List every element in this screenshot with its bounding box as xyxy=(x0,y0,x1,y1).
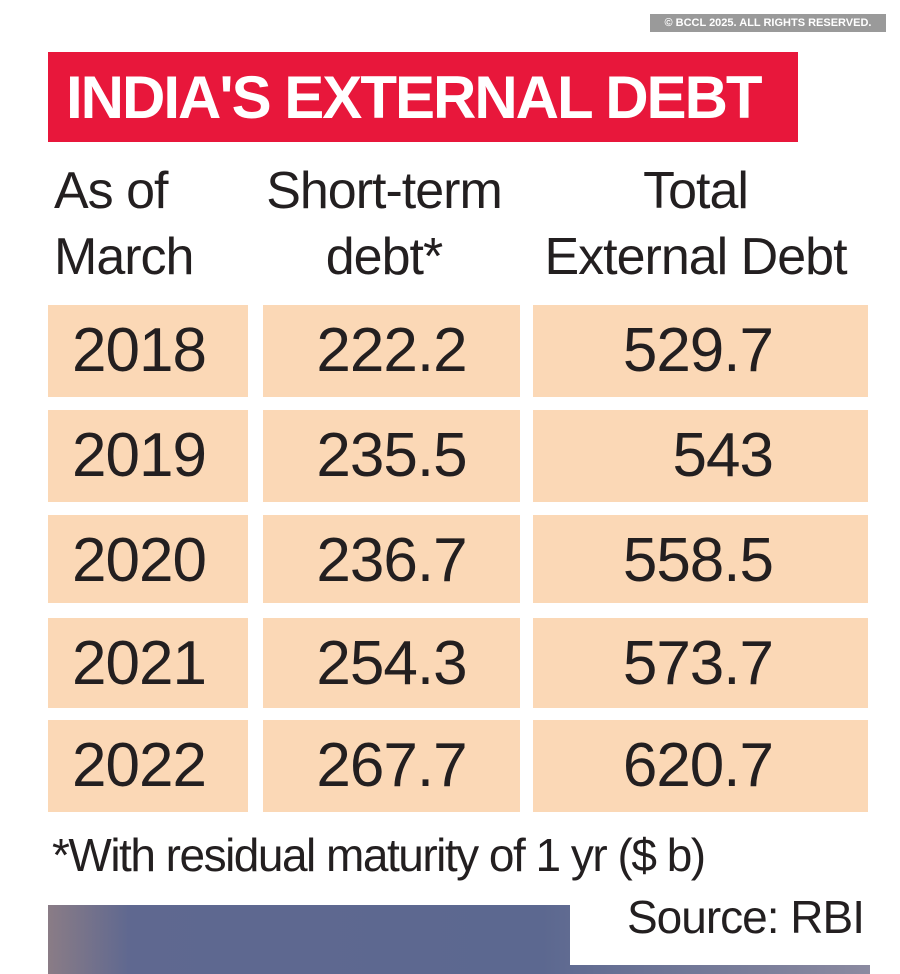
header-line: As of xyxy=(54,162,169,220)
cell-short-term-debt: 236.7 xyxy=(263,515,520,603)
cell-total-debt: 558.5 xyxy=(533,515,868,603)
cell-total-debt: 620.7 xyxy=(533,720,868,812)
cell-short-term-debt: 222.2 xyxy=(263,305,520,397)
header-line: External Debt xyxy=(544,228,847,286)
cell-year: 2021 xyxy=(48,618,248,708)
cell-short-term-debt: 254.3 xyxy=(263,618,520,708)
cell-short-term-debt: 235.5 xyxy=(263,410,520,502)
header-line: Total xyxy=(643,162,749,220)
column-header-short-term: Short-term debt* xyxy=(250,158,518,290)
header-line: March xyxy=(54,228,194,286)
cell-year: 2019 xyxy=(48,410,248,502)
cell-short-term-debt: 267.7 xyxy=(263,720,520,812)
footnote: *With residual maturity of 1 yr ($ b) xyxy=(52,829,706,881)
source: Source: RBI xyxy=(627,891,865,943)
cell-total-debt: 543 xyxy=(533,410,868,502)
cell-year: 2020 xyxy=(48,515,248,603)
chart-title: INDIA'S EXTERNAL DEBT xyxy=(48,52,798,142)
watermark: © BCCL 2025. ALL RIGHTS RESERVED. xyxy=(650,14,886,32)
cell-total-debt: 529.7 xyxy=(533,305,868,397)
photo-notch xyxy=(570,890,880,965)
cell-year: 2022 xyxy=(48,720,248,812)
cell-total-debt: 573.7 xyxy=(533,618,868,708)
header-line: debt* xyxy=(325,228,443,286)
column-header-total: Total External Debt xyxy=(528,158,863,290)
column-header-year: As of March xyxy=(54,158,194,290)
cell-year: 2018 xyxy=(48,305,248,397)
header-line: Short-term xyxy=(266,162,503,220)
